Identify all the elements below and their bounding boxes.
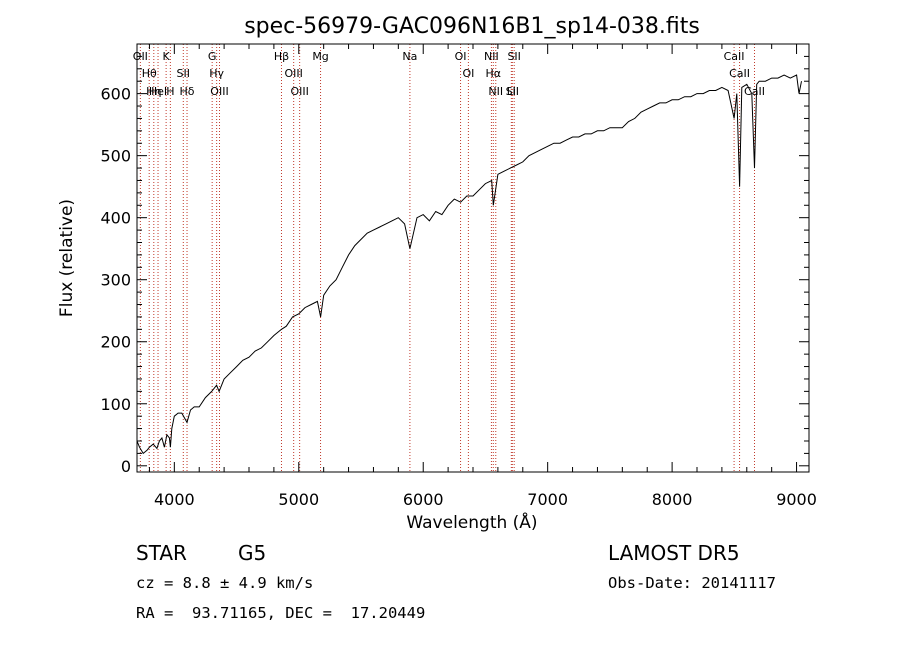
line-label: OI bbox=[462, 67, 474, 80]
line-label: Li bbox=[507, 85, 516, 98]
spectral-subclass: G5 bbox=[238, 541, 267, 565]
x-tick-label: 7000 bbox=[527, 490, 568, 509]
plot-frame bbox=[136, 43, 810, 473]
line-label: Hδ bbox=[180, 85, 195, 98]
y-tick-label: 200 bbox=[100, 333, 131, 352]
line-label: Hθ bbox=[142, 67, 157, 80]
x-tick-label: 6000 bbox=[403, 490, 444, 509]
x-axis-label: Wavelength (Å) bbox=[406, 511, 537, 533]
x-tick-label: 9000 bbox=[776, 490, 817, 509]
line-label: K bbox=[163, 50, 171, 63]
observation-date: Obs-Date: 20141117 bbox=[608, 574, 776, 592]
x-tick-label: 4000 bbox=[154, 490, 195, 509]
line-label: SII bbox=[507, 50, 520, 63]
line-label: G bbox=[208, 50, 217, 63]
line-label: OIII bbox=[284, 67, 302, 80]
axes: 4000 5000 6000 7000 8000 9000 0 100 200 300 400 500… bbox=[100, 44, 817, 509]
line-label: Mg bbox=[312, 50, 328, 63]
y-axis-label: Flux (relative) bbox=[57, 199, 77, 317]
y-tick-label: 500 bbox=[100, 147, 131, 166]
line-label: NII bbox=[484, 50, 499, 63]
chart-title: spec-56979-GAC096N16B1_sp14-038.fits bbox=[244, 14, 700, 39]
line-label: NII bbox=[488, 85, 503, 98]
line-label: H bbox=[166, 85, 174, 98]
y-tick-label: 400 bbox=[100, 209, 131, 228]
line-label: SII bbox=[177, 67, 190, 80]
line-label: CaII bbox=[724, 50, 745, 63]
y-tick-label: 100 bbox=[100, 395, 131, 414]
spectrum-line bbox=[136, 74, 802, 455]
line-label: Na bbox=[402, 50, 417, 63]
line-label: OIII bbox=[210, 85, 228, 98]
line-markers bbox=[139, 44, 755, 472]
line-label: SII bbox=[506, 85, 519, 98]
line-label: HeI bbox=[149, 85, 167, 98]
y-tick-label: 600 bbox=[100, 85, 131, 104]
y-tick-label: 300 bbox=[100, 271, 131, 290]
line-label: Hγ bbox=[209, 67, 224, 80]
line-label: CaII bbox=[729, 67, 750, 80]
x-tick-label: 5000 bbox=[278, 490, 319, 509]
line-label: Hη bbox=[146, 85, 161, 98]
y-tick-label: 0 bbox=[121, 457, 131, 476]
redshift-text: cz = 8.8 ± 4.9 km/s bbox=[136, 574, 314, 592]
line-label: Hα bbox=[486, 67, 502, 80]
line-label: Hβ bbox=[274, 50, 289, 63]
object-type: STAR bbox=[136, 541, 187, 565]
line-label: CaII bbox=[744, 85, 765, 98]
survey-name: LAMOST DR5 bbox=[608, 541, 740, 565]
coordinates-text: RA = 93.71165, DEC = 17.20449 bbox=[136, 604, 426, 622]
line-label: OIII bbox=[290, 85, 308, 98]
line-label: OI bbox=[455, 50, 467, 63]
x-tick-label: 8000 bbox=[652, 490, 693, 509]
